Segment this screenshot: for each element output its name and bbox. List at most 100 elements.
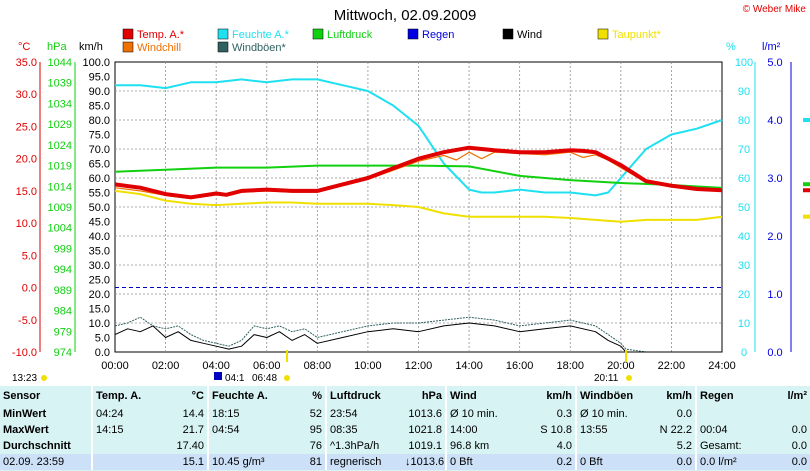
- sunset-time: 20:11: [594, 373, 619, 384]
- table-cell: 14:00: [445, 422, 524, 438]
- table-cell: 14:15: [91, 422, 162, 438]
- table-cell: [695, 406, 760, 422]
- table-header-row: Sensor Temp. A. °C Feuchte A.% Luftdruck hPa W…: [0, 386, 810, 406]
- wind-tick-label: 20.0: [89, 289, 110, 301]
- temp-current-marker: [803, 188, 810, 193]
- table-cell: [91, 454, 162, 470]
- table-cell: 0 Bft: [445, 454, 524, 470]
- table-cell: 08:35: [325, 422, 402, 438]
- pressure-tick-label: 979: [54, 326, 72, 338]
- pressure-tick-label: 1044: [48, 57, 72, 69]
- humidity-tick-label: 20: [738, 289, 750, 301]
- table-cell: 17.40: [176, 440, 204, 452]
- moonrise-time: 04:1: [225, 373, 245, 384]
- wind-tick-label: 0.0: [95, 347, 110, 359]
- temp-tick-label: -5.0: [18, 315, 37, 327]
- rain-tick-label: 2.0: [767, 231, 782, 243]
- table-cell: 04:24: [91, 406, 162, 422]
- legend-label: Temp. A.*: [137, 29, 185, 41]
- x-tick-label: 08:00: [304, 360, 332, 372]
- table-cell: 52: [309, 408, 322, 420]
- humidity-tick-label: 70: [738, 144, 750, 156]
- table-cell: °C: [162, 386, 208, 406]
- copyright: © Weber Mike: [742, 4, 806, 15]
- table-cell: Wind: [445, 386, 524, 406]
- table-cell: 0.0: [791, 440, 807, 452]
- legend-swatch: [312, 28, 324, 40]
- table-cell: 1019.1: [408, 440, 442, 452]
- wind-tick-label: 45.0: [89, 217, 110, 229]
- legend-label: Regen: [422, 29, 454, 41]
- row-label: Sensor: [0, 386, 92, 406]
- legend-label: Luftdruck: [327, 29, 373, 41]
- legend-swatch: [597, 28, 609, 40]
- rain-tick-label: 1.0: [767, 289, 782, 301]
- legend-label: Windböen*: [232, 42, 287, 54]
- pressure-tick-label: 1034: [48, 98, 72, 110]
- table-cell: 4.0: [556, 440, 572, 452]
- temp-tick-label: 0.0: [22, 283, 37, 295]
- temp-tick-label: 25.0: [16, 121, 37, 133]
- x-tick-label: 14:00: [455, 360, 483, 372]
- wind-tick-label: 100.0: [82, 57, 110, 69]
- table-cell: km/h: [642, 386, 696, 406]
- table-cell: 00:04: [695, 422, 760, 438]
- pressure-tick-label: 974: [54, 347, 72, 359]
- humidity-tick-label: 100: [735, 57, 753, 69]
- table-cell: regnerisch: [325, 454, 402, 470]
- rain-tick-label: 3.0: [767, 173, 782, 185]
- wind-tick-label: 35.0: [89, 246, 110, 258]
- pressure-tick-label: 1024: [48, 140, 72, 152]
- legend-label: Windchill: [137, 42, 181, 54]
- humidity-tick-label: 0: [741, 347, 747, 359]
- pressure-tick-label: 989: [54, 285, 72, 297]
- wind-tick-label: 15.0: [89, 304, 110, 316]
- legend-swatch: [407, 28, 419, 40]
- x-tick-label: 04:00: [202, 360, 230, 372]
- humidity-tick-label: 30: [738, 260, 750, 272]
- wind-tick-label: 55.0: [89, 188, 110, 200]
- pressure-axis-unit: hPa: [47, 41, 67, 53]
- table-row: MinWert 04:24 14.4 18:15 52 23:54 1013.6 Ø 10 m…: [0, 406, 810, 422]
- wind-axis-unit: km/h: [79, 41, 103, 53]
- table-row: MaxWert 14:15 21.7 04:54 95 08:35 1021.8 14:00 S…: [0, 422, 810, 438]
- table-cell: Temp. A.: [91, 386, 162, 406]
- moonset-time: 13:23: [12, 373, 37, 384]
- table-cell: S 10.8: [540, 424, 572, 436]
- table-cell: 0.0 l/m²: [695, 454, 760, 470]
- wind-tick-label: 65.0: [89, 159, 110, 171]
- pressure-tick-label: 994: [54, 264, 72, 276]
- table-cell: 76: [309, 440, 322, 452]
- pressure-current-marker: [803, 182, 810, 187]
- table-cell: 95: [309, 424, 322, 436]
- wind-tick-label: 75.0: [89, 130, 110, 142]
- wind-tick-label: 70.0: [89, 144, 110, 156]
- table-cell: 23:54: [325, 406, 402, 422]
- wind-tick-label: 25.0: [89, 275, 110, 287]
- x-tick-label: 18:00: [556, 360, 584, 372]
- table-cell: 04:54: [207, 422, 276, 438]
- temp-tick-label: 20.0: [16, 154, 37, 166]
- table-cell: N 22.2: [659, 424, 692, 436]
- temp-tick-label: 30.0: [16, 89, 37, 101]
- table-cell: [91, 438, 162, 454]
- table-cell: 5.2: [676, 440, 692, 452]
- legend-label: Taupunkt*: [612, 29, 662, 41]
- pressure-tick-label: 1019: [48, 161, 72, 173]
- table-cell: Ø 10 min.: [445, 406, 524, 422]
- row-label: MaxWert: [3, 424, 49, 436]
- sunrise-time: 06:48: [252, 373, 277, 384]
- humidity-axis-unit: %: [726, 41, 736, 53]
- temp-tick-label: 5.0: [22, 250, 37, 262]
- x-tick-label: 20:00: [607, 360, 635, 372]
- humidity-tick-label: 90: [738, 86, 750, 98]
- table-cell: 1013.6: [408, 408, 442, 420]
- wind-tick-label: 60.0: [89, 173, 110, 185]
- pressure-tick-label: 1014: [48, 181, 72, 193]
- x-tick-label: 22:00: [658, 360, 686, 372]
- pressure-tick-label: 984: [54, 306, 72, 318]
- table-cell: Feuchte A.: [207, 386, 276, 406]
- row-label: MinWert: [3, 408, 47, 420]
- x-tick-label: 16:00: [506, 360, 534, 372]
- wind-tick-label: 5.0: [95, 333, 110, 345]
